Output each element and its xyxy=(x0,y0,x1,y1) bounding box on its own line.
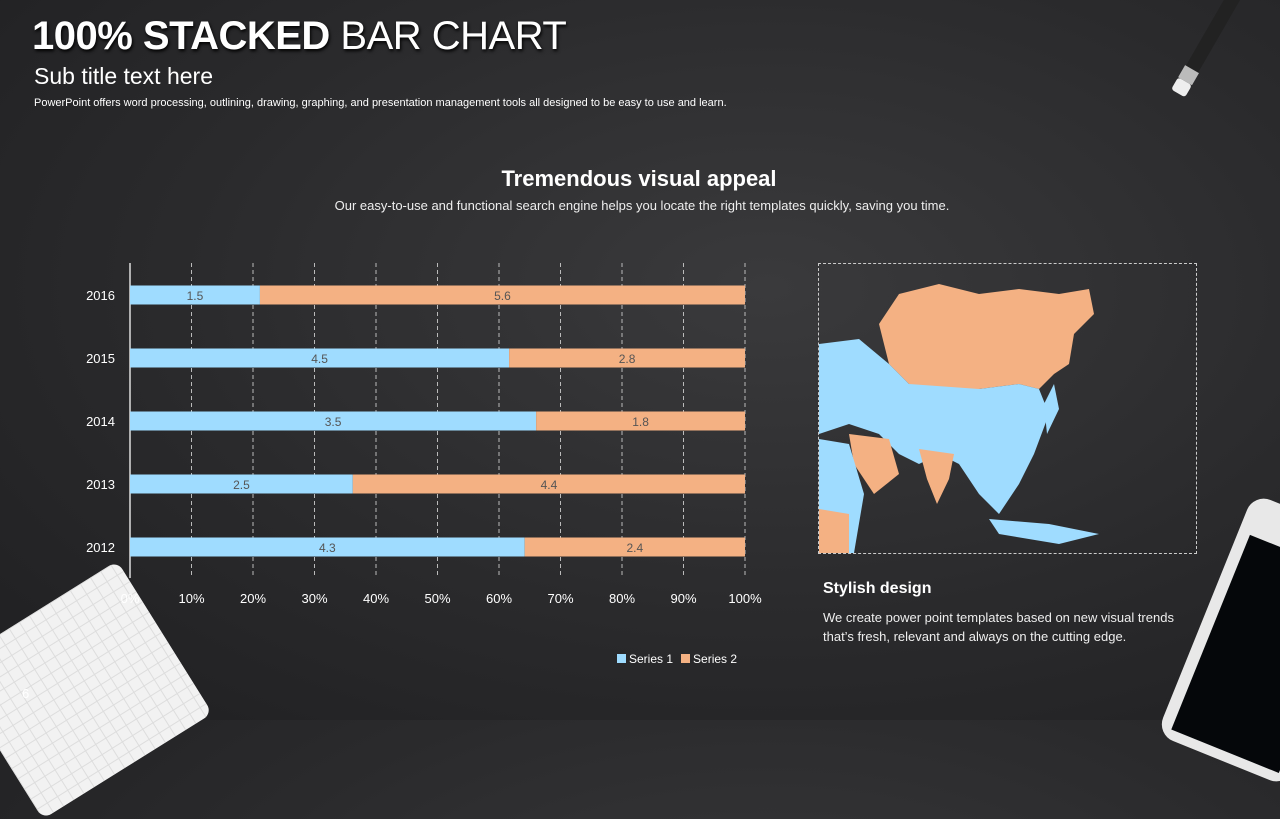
legend-series-2: Series 2 xyxy=(681,652,737,666)
side-text: We create power point templates based on… xyxy=(823,610,1174,644)
bar-series-2 xyxy=(259,285,745,305)
bar-series-1 xyxy=(130,348,510,368)
y-tick-label: 2015 xyxy=(86,351,115,366)
page-title: 100% STACKED BAR CHART xyxy=(32,14,567,58)
arabia-region xyxy=(849,434,899,494)
bar-series-2 xyxy=(536,411,745,431)
bar-series-1 xyxy=(130,411,537,431)
section-title: Tremendous visual appeal xyxy=(501,166,777,191)
data-label: 3.5 xyxy=(325,415,342,429)
page-subtitle: Sub title text here xyxy=(34,63,213,89)
x-tick-label: 60% xyxy=(486,591,512,606)
africa-orange xyxy=(819,509,849,553)
japan-region xyxy=(1044,384,1059,434)
stacked-bar-chart: 0% 10% 20% 30% 40% 50% 60% 70% 80% 90% 100% 2016 1.5… xyxy=(86,263,762,606)
section-description: Our easy-to-use and functional search en… xyxy=(334,198,950,213)
y-tick-label: 2012 xyxy=(86,540,115,555)
x-tick-label: 80% xyxy=(609,591,635,606)
chart-legend: Series 1 Series 2 xyxy=(617,652,737,666)
bar-series-1 xyxy=(130,285,260,305)
india-region xyxy=(919,449,954,504)
y-tick-label: 2014 xyxy=(86,414,115,429)
side-title: Stylish design xyxy=(823,580,932,597)
x-tick-label: 50% xyxy=(424,591,450,606)
bar-series-1 xyxy=(130,537,525,557)
indonesia-region xyxy=(989,519,1099,544)
x-tick-label: 0% xyxy=(121,591,140,606)
y-tick-label: 2013 xyxy=(86,477,115,492)
data-label: 2.5 xyxy=(233,478,250,492)
pencil-decoration xyxy=(1172,0,1241,97)
bar-series-2 xyxy=(352,474,745,494)
x-tick-label: 20% xyxy=(240,591,266,606)
page-description: PowerPoint offers word processing, outli… xyxy=(34,97,727,109)
data-label: 4.3 xyxy=(319,541,336,555)
x-tick-label: 40% xyxy=(363,591,389,606)
russia-region xyxy=(879,284,1094,394)
legend-series-1: Series 1 xyxy=(617,652,673,666)
asia-mainland xyxy=(819,339,1049,514)
x-tick-label: 10% xyxy=(178,591,204,606)
asia-map xyxy=(818,263,1197,554)
x-tick-label: 100% xyxy=(728,591,762,606)
bar-series-2 xyxy=(509,348,745,368)
data-label: 5.6 xyxy=(494,289,511,303)
data-label: 4.4 xyxy=(541,478,558,492)
y-tick-label: 2016 xyxy=(86,288,115,303)
data-label: 2.8 xyxy=(619,352,636,366)
x-tick-label: 70% xyxy=(547,591,573,606)
data-label: 1.5 xyxy=(187,289,204,303)
bar-series-2 xyxy=(524,537,745,557)
x-tick-label: 30% xyxy=(301,591,327,606)
page-number: 6 xyxy=(22,686,30,701)
x-tick-label: 90% xyxy=(670,591,696,606)
bar-series-1 xyxy=(130,474,353,494)
data-label: 1.8 xyxy=(632,415,649,429)
data-label: 4.5 xyxy=(311,352,328,366)
data-label: 2.4 xyxy=(627,541,644,555)
